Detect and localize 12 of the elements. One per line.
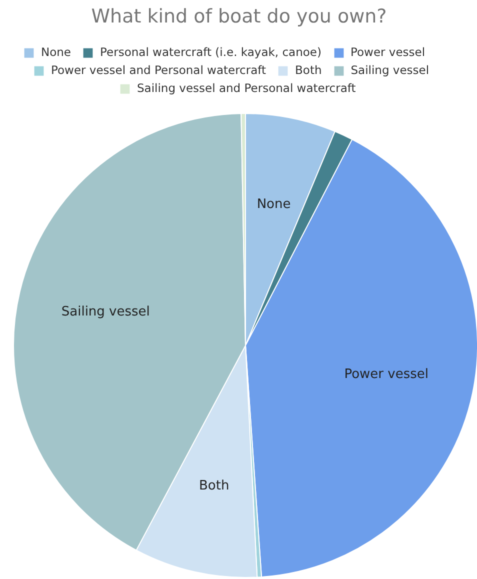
legend-label: Power vessel bbox=[350, 45, 426, 59]
legend-label: Both bbox=[295, 63, 322, 77]
legend-label: Sailing vessel bbox=[350, 63, 430, 77]
slice-label: None bbox=[256, 196, 291, 212]
legend-label: Sailing vessel and Personal watercraft bbox=[137, 81, 356, 95]
legend-label: Personal watercraft (i.e. kayak, canoe) bbox=[100, 45, 322, 59]
slice-label: Power vessel bbox=[344, 367, 429, 382]
legend-label: Power vessel and Personal watercraft bbox=[51, 63, 266, 77]
slice-label: Both bbox=[199, 478, 230, 494]
chart-title: What kind of boat do you own? bbox=[91, 6, 387, 28]
slice-label: Sailing vessel bbox=[61, 304, 150, 320]
legend-label: None bbox=[41, 45, 72, 59]
